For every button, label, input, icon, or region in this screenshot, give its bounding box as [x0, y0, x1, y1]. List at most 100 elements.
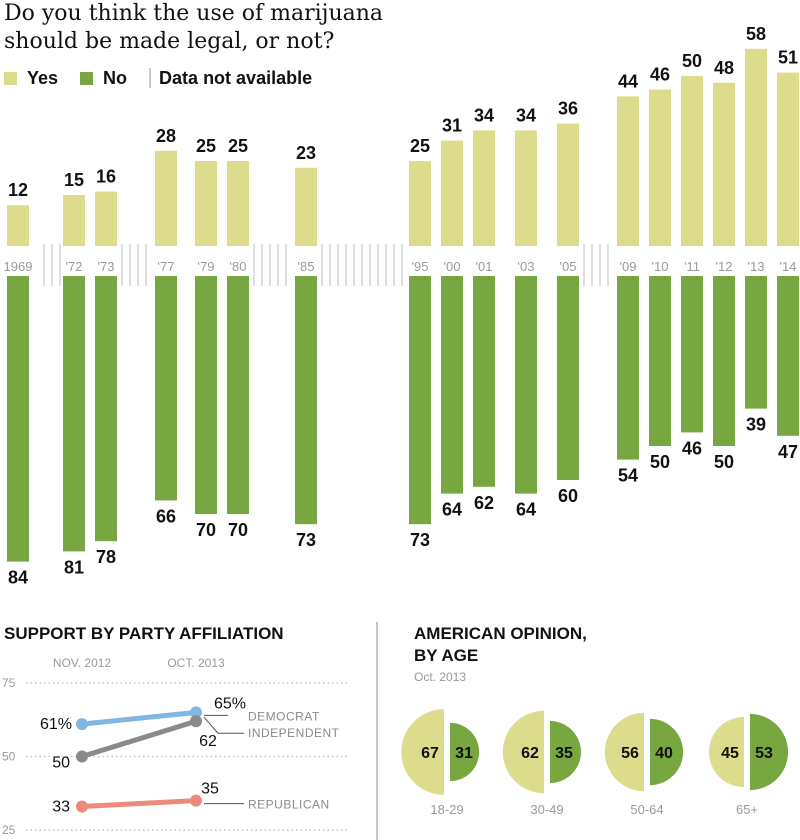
year-tick-label: '79 — [198, 259, 215, 274]
yes-value-label: 50 — [682, 51, 702, 71]
no-bar — [63, 276, 85, 552]
section-divider — [376, 622, 378, 840]
yes-bar — [515, 130, 537, 246]
year-tick-label: '12 — [716, 259, 733, 274]
yes-bar — [95, 191, 117, 246]
legend-na-tick — [149, 68, 152, 88]
year-tick-label: '05 — [560, 259, 577, 274]
yes-value-label: 48 — [714, 58, 734, 78]
legend-yes: Yes — [4, 68, 58, 89]
age-yes-label: 62 — [521, 745, 539, 762]
party-line — [81, 718, 197, 759]
no-value-label: 47 — [778, 442, 798, 462]
age-no-label: 40 — [655, 745, 673, 762]
year-tick-label: '80 — [230, 259, 247, 274]
age-section-title-line2: BY AGE — [414, 646, 479, 665]
no-bar — [649, 276, 671, 446]
no-bar — [95, 276, 117, 542]
yes-value-label: 51 — [778, 48, 798, 68]
no-value-label: 73 — [296, 530, 316, 550]
party-point — [76, 750, 88, 763]
no-bar — [409, 276, 431, 525]
yes-value-label: 25 — [196, 136, 216, 156]
no-value-label: 70 — [196, 520, 216, 540]
no-bar — [681, 276, 703, 433]
no-value-label: 50 — [650, 452, 670, 472]
series-label-independent: INDEPENDENT — [248, 726, 340, 740]
no-bar — [515, 276, 537, 494]
party-ytick-label: 25 — [2, 823, 16, 837]
no-bar — [155, 276, 177, 501]
party-point — [190, 706, 202, 719]
legend-na-label: Data not available — [159, 67, 313, 88]
yes-bar — [649, 89, 671, 246]
series-label-republican: REPUBLICAN — [248, 798, 330, 812]
age-section-title-line1: AMERICAN OPINION, — [414, 624, 587, 643]
age-section-subtitle: Oct. 2013 — [414, 670, 467, 684]
party-value-label: 35 — [201, 781, 219, 798]
party-line — [81, 798, 197, 809]
yes-bar — [63, 195, 85, 246]
yes-value-label: 12 — [8, 180, 28, 200]
year-tick-label: '85 — [298, 259, 315, 274]
year-tick-label: '09 — [620, 259, 637, 274]
year-tick-label: '73 — [98, 259, 115, 274]
no-value-label: 64 — [516, 500, 536, 520]
age-yes-half — [604, 712, 644, 792]
age-yes-label: 56 — [621, 745, 639, 762]
party-value-label: 62 — [199, 733, 217, 750]
age-no-label: 31 — [455, 745, 473, 762]
age-no-half — [650, 718, 684, 786]
party-point — [76, 800, 88, 813]
age-no-half — [550, 721, 581, 783]
year-tick-label: '10 — [652, 259, 669, 274]
no-bar — [195, 276, 217, 514]
party-value-label: 50 — [52, 755, 70, 772]
age-yes-half — [708, 716, 744, 788]
year-tick-label: '95 — [412, 259, 429, 274]
age-no-label: 53 — [755, 745, 773, 762]
age-group-label: 30-49 — [530, 802, 563, 817]
yes-value-label: 46 — [650, 65, 670, 85]
year-tick-label: '72 — [66, 259, 83, 274]
year-tick-label: '14 — [780, 259, 797, 274]
no-bar — [745, 276, 767, 409]
year-tick-label: '03 — [518, 259, 535, 274]
legend-yes-swatch — [4, 71, 17, 85]
yes-value-label: 25 — [228, 136, 248, 156]
legend-na: Data not available — [149, 68, 312, 89]
yes-bar — [557, 123, 579, 246]
no-value-label: 60 — [558, 486, 578, 506]
yes-bar — [7, 205, 29, 246]
party-line — [81, 709, 197, 727]
party-point — [76, 718, 88, 731]
year-tick-label: '01 — [476, 259, 493, 274]
no-bar — [713, 276, 735, 446]
party-value-label: 61% — [40, 716, 72, 733]
no-value-label: 46 — [682, 438, 702, 458]
no-bar — [227, 276, 249, 514]
legend: Yes No Data not available — [4, 66, 334, 90]
year-tick-label: 1969 — [4, 259, 33, 274]
party-section-title: SUPPORT BY PARTY AFFILIATION — [4, 624, 284, 643]
year-tick-label: '77 — [158, 259, 175, 274]
yes-value-label: 58 — [746, 24, 766, 44]
no-value-label: 64 — [442, 500, 462, 520]
year-tick-label: '00 — [444, 259, 461, 274]
no-value-label: 39 — [746, 415, 766, 435]
no-value-label: 84 — [8, 568, 28, 588]
yes-bar — [155, 150, 177, 246]
no-value-label: 66 — [156, 506, 176, 526]
age-no-half — [450, 722, 480, 782]
no-bar — [777, 276, 799, 436]
legend-no-swatch — [80, 71, 94, 85]
yes-value-label: 34 — [516, 105, 536, 125]
yes-bar — [441, 140, 463, 246]
no-bar — [295, 276, 317, 525]
yes-value-label: 34 — [474, 105, 494, 125]
party-ytick-label: 50 — [2, 750, 16, 764]
yes-value-label: 36 — [558, 99, 578, 119]
age-group-label: 18-29 — [430, 802, 463, 817]
no-bar — [473, 276, 495, 487]
